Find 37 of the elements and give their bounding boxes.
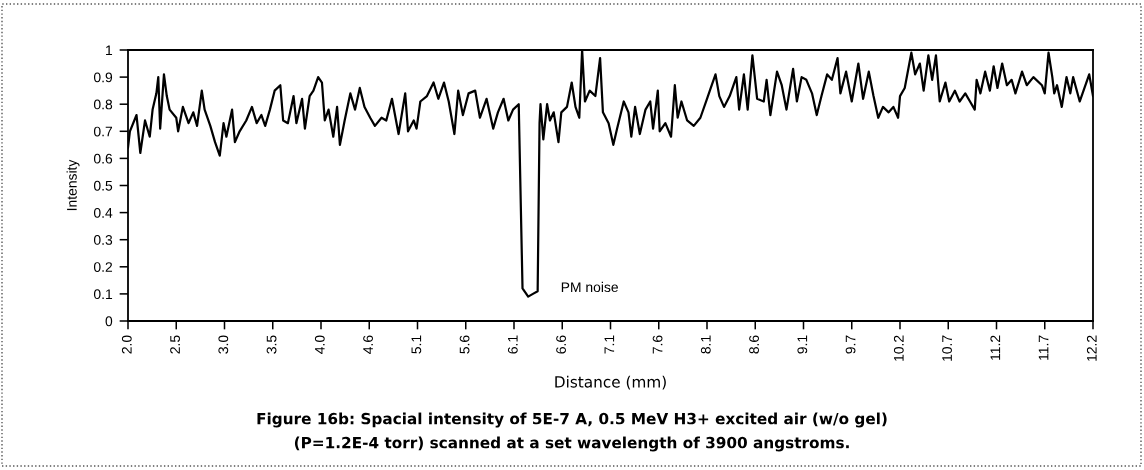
x-tick-label: 5.1 (411, 335, 422, 354)
y-tick-label: 0.5 (93, 180, 113, 191)
x-tick-label: 2.5 (170, 335, 180, 354)
x-axis-title: Distance (mm) (555, 375, 666, 390)
x-tick-label: 5.6 (459, 335, 470, 354)
x-tick-label: 6.1 (507, 335, 518, 354)
x-tick-label: 10.2 (893, 335, 904, 361)
x-tick-label: 11.2 (990, 335, 1001, 360)
x-tick-label: 11.7 (1038, 335, 1049, 360)
y-axis-title: Intensity (66, 159, 80, 211)
y-tick-label: 0.2 (93, 262, 113, 272)
x-tick-label: 4.0 (314, 335, 325, 354)
x-tick-label: 8.6 (749, 335, 759, 354)
x-tick-label: 12.2 (1086, 335, 1097, 361)
x-tick-label: 3.5 (266, 335, 277, 354)
x-tick-label: 9.1 (797, 335, 808, 354)
x-tick-label: 7.1 (604, 335, 615, 354)
y-tick-label: 1 (106, 45, 113, 56)
y-tick-label: 0.4 (93, 207, 113, 218)
annotation: PM noise (561, 281, 618, 293)
y-tick-label: 0.3 (93, 235, 113, 245)
y-tick-label: 0.7 (93, 126, 113, 137)
y-tick-label: 0.8 (93, 99, 113, 110)
x-tick-label: 6.6 (556, 335, 566, 354)
x-tick-label: 4.6 (363, 335, 373, 354)
y-tick-label: 0 (105, 316, 113, 327)
y-tick-label: 0.6 (93, 153, 113, 164)
x-tick-label: 10.7 (942, 335, 952, 361)
x-tick-label: 9.7 (845, 335, 856, 354)
y-tick-label: 0.9 (93, 72, 113, 83)
x-tick-label: 2.0 (121, 335, 132, 354)
x-tick-label: 3.0 (218, 335, 229, 354)
caption: Figure 16b: Spacial intensity of 5E-7 A, 0.5 MeV H3+ excited air (w/o gel) (257, 412, 887, 428)
text: (P=1.2E-4 torr) scanned at a set wavelength of 3900 angstroms. (294, 436, 849, 452)
x-tick-label: 7.6 (652, 335, 663, 354)
x-tick-label: 8.1 (700, 335, 711, 354)
y-tick-label: 0.1 (93, 289, 113, 300)
